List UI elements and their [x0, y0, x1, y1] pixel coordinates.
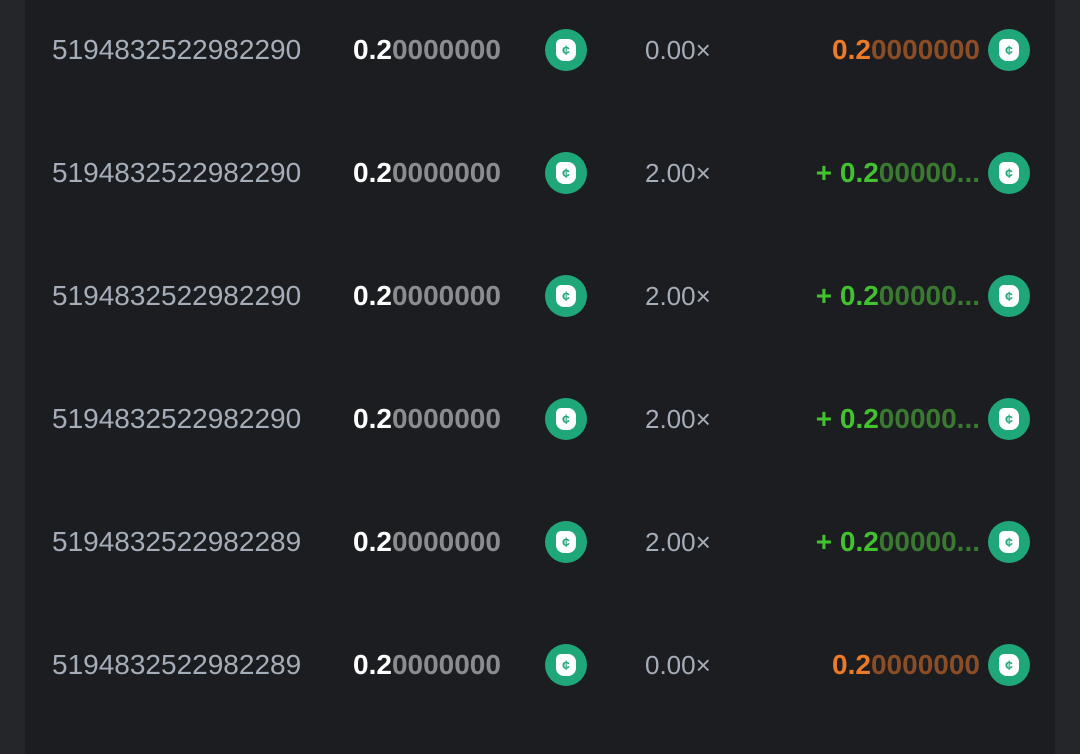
bet-row[interactable]: 5194832522982290 0.20000000 ¢ 2.00× + 0.… — [25, 143, 1055, 203]
bets-list: 5194832522982290 0.20000000 ¢ 0.00× 0.20… — [25, 0, 1055, 754]
bet-id[interactable]: 5194832522982289 — [52, 649, 302, 680]
amount-major: 0.2 — [353, 34, 392, 65]
payout-major: + 0.2 — [815, 403, 879, 434]
bet-row[interactable]: 5194832522982289 0.20000000 ¢ 0.00× 0.20… — [25, 635, 1055, 695]
payout-minor: 0000000 — [870, 34, 980, 65]
amount-major: 0.2 — [353, 157, 392, 188]
payout-minor: 00000... — [878, 403, 980, 434]
bc-coin-icon: ¢ — [988, 29, 1030, 71]
bet-row[interactable]: 5194832522982290 0.20000000 ¢ 0.00× 0.20… — [25, 20, 1055, 80]
amount-major: 0.2 — [353, 526, 392, 557]
bc-coin-icon: ¢ — [545, 644, 587, 686]
payout-minor: 0000000 — [870, 649, 980, 680]
payout: + 0.200000... — [816, 403, 980, 435]
bet-row[interactable]: 5194832522982290 0.20000000 ¢ 2.00× + 0.… — [25, 389, 1055, 449]
payout-minor: 00000... — [878, 157, 980, 188]
bet-id[interactable]: 5194832522982290 — [52, 280, 302, 311]
payout-major: + 0.2 — [815, 526, 879, 557]
amount-minor: 0000000 — [391, 526, 501, 557]
payout-major: 0.2 — [832, 34, 871, 65]
bet-id[interactable]: 5194832522982289 — [52, 526, 302, 557]
bet-id[interactable]: 5194832522982290 — [52, 157, 302, 188]
bet-row[interactable]: 5194832522982289 0.20000000 ¢ 2.00× + 0.… — [25, 512, 1055, 572]
payout-minor: 00000... — [878, 280, 980, 311]
bc-coin-icon: ¢ — [988, 275, 1030, 317]
payout-minor: 00000... — [878, 526, 980, 557]
bet-amount: 0.20000000 — [353, 403, 501, 435]
bc-coin-icon: ¢ — [545, 275, 587, 317]
bet-amount: 0.20000000 — [353, 280, 501, 312]
bet-amount: 0.20000000 — [353, 649, 501, 681]
payout: 0.20000000 — [832, 649, 980, 681]
bc-coin-icon: ¢ — [988, 152, 1030, 194]
multiplier: 2.00× — [645, 404, 711, 434]
bc-coin-icon: ¢ — [988, 644, 1030, 686]
bc-coin-icon: ¢ — [545, 152, 587, 194]
payout: + 0.200000... — [816, 280, 980, 312]
multiplier: 0.00× — [645, 650, 711, 680]
bc-coin-icon: ¢ — [988, 521, 1030, 563]
bet-amount: 0.20000000 — [353, 34, 501, 66]
bet-id[interactable]: 5194832522982290 — [52, 34, 302, 65]
bc-coin-icon: ¢ — [545, 29, 587, 71]
payout: 0.20000000 — [832, 34, 980, 66]
multiplier: 2.00× — [645, 158, 711, 188]
bc-coin-icon: ¢ — [988, 398, 1030, 440]
multiplier: 0.00× — [645, 35, 711, 65]
amount-minor: 0000000 — [391, 34, 501, 65]
bet-id[interactable]: 5194832522982290 — [52, 403, 302, 434]
multiplier: 2.00× — [645, 527, 711, 557]
payout: + 0.200000... — [816, 526, 980, 558]
bc-coin-icon: ¢ — [545, 398, 587, 440]
amount-minor: 0000000 — [391, 403, 501, 434]
amount-major: 0.2 — [353, 280, 392, 311]
multiplier: 2.00× — [645, 281, 711, 311]
bet-row[interactable]: 5194832522982290 0.20000000 ¢ 2.00× + 0.… — [25, 266, 1055, 326]
amount-minor: 0000000 — [391, 157, 501, 188]
amount-minor: 0000000 — [391, 649, 501, 680]
bet-amount: 0.20000000 — [353, 526, 501, 558]
payout-major: + 0.2 — [815, 280, 879, 311]
payout: + 0.200000... — [816, 157, 980, 189]
amount-major: 0.2 — [353, 403, 392, 434]
payout-major: 0.2 — [832, 649, 871, 680]
amount-minor: 0000000 — [391, 280, 501, 311]
payout-major: + 0.2 — [815, 157, 879, 188]
amount-major: 0.2 — [353, 649, 392, 680]
bet-amount: 0.20000000 — [353, 157, 501, 189]
bc-coin-icon: ¢ — [545, 521, 587, 563]
